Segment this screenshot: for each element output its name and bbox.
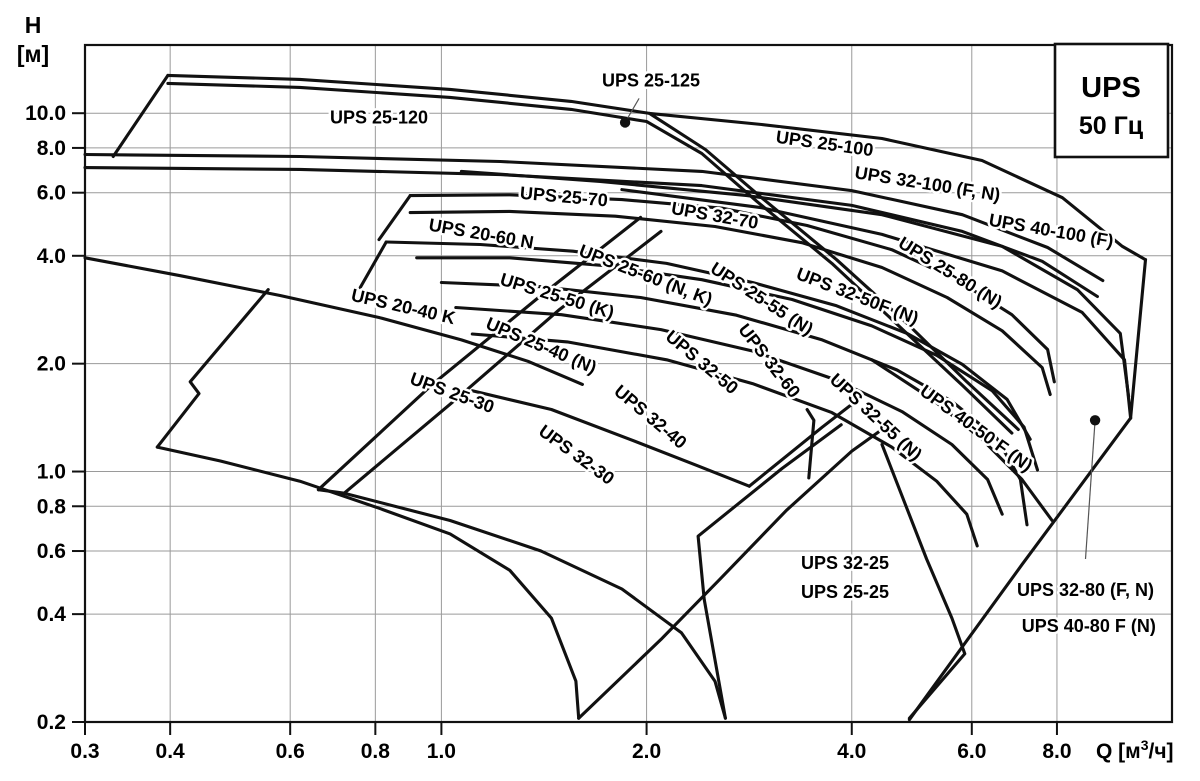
curve-label: UPS 40-80 F (N) [1022, 616, 1156, 636]
curve-label: UPS 25-125 [602, 70, 700, 90]
pump-envelope-max-25-70 [408, 193, 1056, 384]
curve-label: UPS 32-25 [801, 553, 889, 573]
pump-envelope-max-32-50 [454, 305, 1004, 516]
y-tick-label: 2.0 [37, 353, 66, 376]
y-tick-label: 0.4 [37, 603, 67, 626]
x-tick-label: 4.0 [837, 740, 866, 763]
x-tick-label: 0.3 [70, 740, 99, 763]
pump-envelope-max-25-60 [415, 256, 1040, 472]
legend-title: UPS [1081, 72, 1141, 104]
y-tick-label: 1.0 [37, 461, 66, 484]
plot-border [83, 43, 1174, 724]
pump-envelope-max-32-60 [470, 332, 979, 548]
pump-envelope-min-25-30 [155, 445, 581, 720]
y-tick-label: 0.8 [37, 495, 67, 518]
legend-frequency: 50 Гц [1079, 112, 1144, 140]
pump-envelope-max-32-70 [408, 209, 1052, 397]
curve-label: UPS 25-120 [330, 107, 428, 127]
x-tick-label: 8.0 [1042, 740, 1071, 763]
pump-envelope-min-25-120-upper [83, 152, 1105, 283]
pump-envelope-max-40-100 [620, 188, 1133, 420]
pump-envelope-min-25-40 [342, 491, 727, 720]
curve-label: UPS 32-80 (F, N) [1017, 580, 1154, 600]
y-axis-unit: [м] [17, 41, 49, 67]
y-tick-label: 6.0 [37, 182, 66, 205]
y-tick-label: 0.2 [37, 711, 66, 734]
x-tick-label: 1.0 [427, 740, 456, 763]
x-tick-label: 2.0 [632, 740, 661, 763]
pump-envelope-edge-25-120-left [111, 73, 170, 159]
pump-envelope-max-32-100 [459, 169, 1131, 399]
pump-envelope-edge-32-40-right [747, 394, 864, 488]
x-tick-label: 6.0 [957, 740, 986, 763]
x-tick-label: 0.4 [156, 740, 186, 763]
dot-ups-25-125 [619, 117, 631, 128]
pump-envelope-edge-25-70-left [377, 194, 412, 242]
pump-envelope-edge-25-50-left [316, 215, 643, 492]
y-tick-label: 0.6 [37, 540, 66, 563]
x-tick-label: 0.8 [361, 740, 391, 763]
pump-envelope-notch-32-60 [805, 407, 816, 480]
y-axis-title: H [25, 12, 42, 38]
pump-envelope-edge-25-30-right [577, 427, 884, 720]
x-axis-title: Q [м3/ч] [1096, 737, 1174, 763]
marker-leader-line [1084, 420, 1096, 560]
pump-envelope-min-25-120-lower [83, 166, 1099, 299]
pump-envelope-edge-20-60-left [358, 240, 388, 290]
pump-envelope-edge-25-40-right [696, 423, 843, 720]
pump-envelope-max-32-40 [470, 389, 751, 488]
pump-envelope-max-25-100 [647, 111, 1148, 262]
pump-envelope-max-40-50 [870, 358, 1054, 523]
y-tick-label: 10.0 [25, 102, 66, 125]
pump-envelope-max-25-30 [83, 256, 584, 386]
pump-envelope-edge-right-long [907, 416, 1133, 722]
pump-envelope-edge-20-40-left [155, 288, 270, 449]
y-tick-label: 4.0 [37, 245, 66, 268]
legend-box [1053, 42, 1170, 159]
pump-envelope-max-25-55 [439, 280, 1029, 527]
pump-envelope-edge-right-100 [1129, 258, 1148, 420]
y-tick-label: 8.0 [37, 137, 66, 160]
pump-envelope-max-20-60 [384, 240, 1032, 441]
pump-envelope-edge-25-25-right [880, 442, 967, 720]
dot-ups-32-80 [1089, 415, 1101, 426]
curve-label: UPS 25-25 [801, 582, 889, 602]
x-tick-label: 0.6 [276, 740, 305, 763]
